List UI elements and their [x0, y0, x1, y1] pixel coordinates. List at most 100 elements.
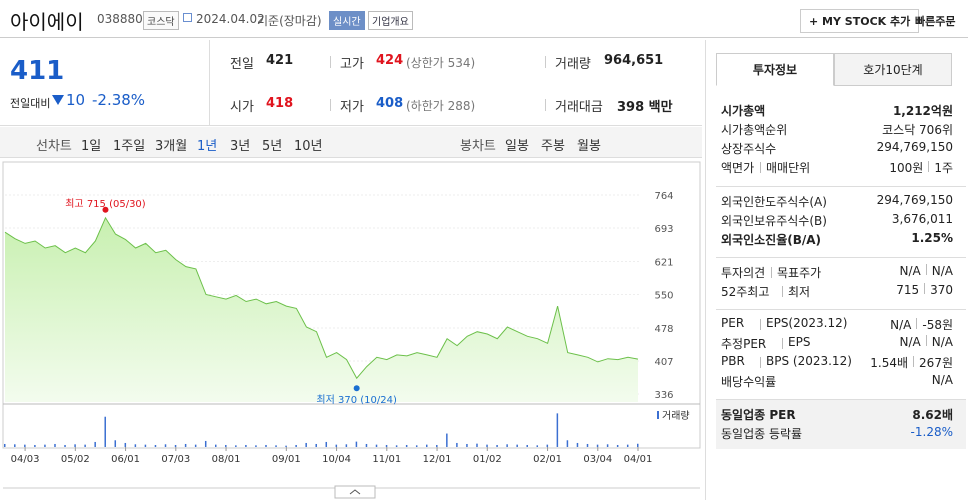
chart-frame	[2, 161, 701, 449]
quote-label: 거래대금	[555, 100, 603, 115]
period-tab[interactable]: 10년	[294, 139, 323, 154]
down-arrow	[52, 95, 64, 105]
info-values: 715 370	[896, 283, 953, 297]
panel-section: PER EPS(2023.12) N/A -58원 추정PER EPS N/A N/A PBR B…	[716, 309, 966, 397]
quote-note: (상한가 534)	[406, 56, 476, 70]
info-value: 코스닥 706위	[882, 123, 953, 137]
info-value: 1주	[934, 161, 953, 175]
info-row: 동일업종 등락률 -1.28%	[721, 425, 953, 444]
quote-label: 거래량	[555, 57, 591, 72]
divider	[330, 56, 331, 68]
info-row: 추정PER EPS N/A N/A	[721, 335, 953, 354]
volume-bar	[14, 444, 16, 447]
extreme-marker	[102, 206, 109, 213]
price-area	[5, 217, 638, 402]
period-tab[interactable]: 1년	[197, 139, 218, 154]
quote-value: 398 백만	[617, 100, 673, 115]
header: 아이에이 038880 코스닥 2024.04.02 기준(장마감) 실시간 기…	[0, 0, 968, 38]
info-values: 3,676,011	[892, 212, 953, 226]
annotation: 최고 715 (05/30)	[65, 198, 146, 210]
volume-bar	[184, 443, 187, 447]
realtime-badge[interactable]: 실시간	[329, 11, 365, 30]
candle-tab[interactable]: 주봉	[541, 139, 565, 154]
info-values: 1.25%	[911, 231, 953, 245]
volume-bar	[84, 444, 86, 447]
x-tick-label: 11/01	[372, 454, 401, 465]
info-value: N/A	[890, 318, 912, 332]
period-tab[interactable]: 1일	[81, 139, 102, 154]
candle-tab[interactable]: 일봉	[505, 139, 529, 154]
chart: 336 407 478 550 621 693 764 04/03 05/02 06/01 07/0…	[2, 161, 701, 499]
volume-bar	[64, 444, 66, 447]
info-value: 100원	[889, 161, 924, 175]
quote-value: 418	[266, 96, 294, 111]
volume-bar	[375, 444, 378, 447]
annotation: 최저 370 (10/24)	[316, 394, 397, 406]
volume-bar	[415, 445, 418, 447]
sep	[782, 338, 783, 349]
sep	[760, 319, 761, 330]
info-values: N/A -58원	[890, 316, 953, 333]
volume-bar	[616, 444, 619, 447]
period-tab[interactable]: 3개월	[155, 139, 188, 154]
sep	[924, 283, 926, 294]
volume-bar	[104, 416, 106, 447]
current-price: 411	[10, 56, 65, 86]
period-tab[interactable]: 1주일	[113, 139, 146, 154]
info-value: 8.62배	[912, 408, 953, 422]
volume-bar	[486, 444, 488, 447]
sep	[928, 161, 930, 172]
volume-bar	[144, 444, 147, 447]
volume-bar	[215, 444, 217, 447]
x-tick-label: 07/03	[161, 454, 190, 465]
panel-tab[interactable]: 투자정보	[716, 53, 834, 86]
info-value: 715	[896, 283, 920, 297]
chart-tabs: 선차트 1일 1주일 3개월 1년 3년 5년 10년 봉차트 일봉 주봉 월봉	[0, 127, 702, 158]
info-label: 52주최고	[721, 285, 770, 299]
quick-order[interactable]: 빠른주문	[915, 15, 956, 28]
collapse-button[interactable]	[334, 485, 376, 499]
info-label: PBR	[721, 354, 745, 368]
info-label: 액면가	[721, 161, 755, 175]
change-label: 전일대비	[10, 97, 51, 110]
overview-button[interactable]: 기업개요	[368, 11, 413, 30]
info-label: 시가총액순위	[721, 123, 788, 137]
volume-bar	[124, 442, 127, 447]
divider	[545, 99, 546, 111]
info-values: 294,769,150	[877, 193, 953, 207]
candle-tab[interactable]: 월봉	[577, 139, 601, 154]
extreme-marker	[353, 385, 360, 392]
panel-tab[interactable]: 호가10단계	[834, 53, 952, 86]
quote-value: 424	[376, 53, 404, 68]
volume-bar	[194, 444, 197, 447]
volume-bar	[74, 444, 76, 447]
volume-bar	[426, 444, 428, 447]
volume-bar	[476, 443, 478, 447]
period-tab[interactable]: 5년	[262, 139, 283, 154]
quote-label: 전일	[230, 57, 254, 72]
mystock-button[interactable]: + MY STOCK 추가	[800, 9, 920, 33]
volume-bar	[446, 433, 448, 447]
panel-section: 시가총액 1,212억원 시가총액순위 코스닥 706위 상장주식수 294,769,15…	[716, 96, 966, 184]
info-values: 1.54배 267원	[870, 354, 953, 371]
quote-label: 고가	[340, 57, 364, 72]
volume-bar	[436, 444, 438, 447]
info-value: 370	[930, 283, 953, 297]
period-tab[interactable]: 3년	[230, 139, 251, 154]
info-value: N/A	[931, 264, 953, 278]
info-label: 투자의견	[721, 266, 766, 280]
volume-bar	[456, 442, 458, 447]
info-value: -58원	[922, 318, 953, 332]
y-tick-label: 478	[654, 324, 673, 335]
calendar-icon	[183, 13, 192, 22]
sep	[916, 318, 918, 329]
sep	[760, 357, 761, 368]
stock-code: 038880	[97, 12, 143, 26]
info-label: 외국인한도주식수(A)	[721, 195, 827, 209]
volume-bar	[586, 443, 589, 447]
volume-bar	[275, 445, 277, 447]
info-values: N/A N/A	[900, 335, 953, 349]
info-value: N/A	[899, 264, 921, 278]
volume-bar	[345, 444, 348, 447]
